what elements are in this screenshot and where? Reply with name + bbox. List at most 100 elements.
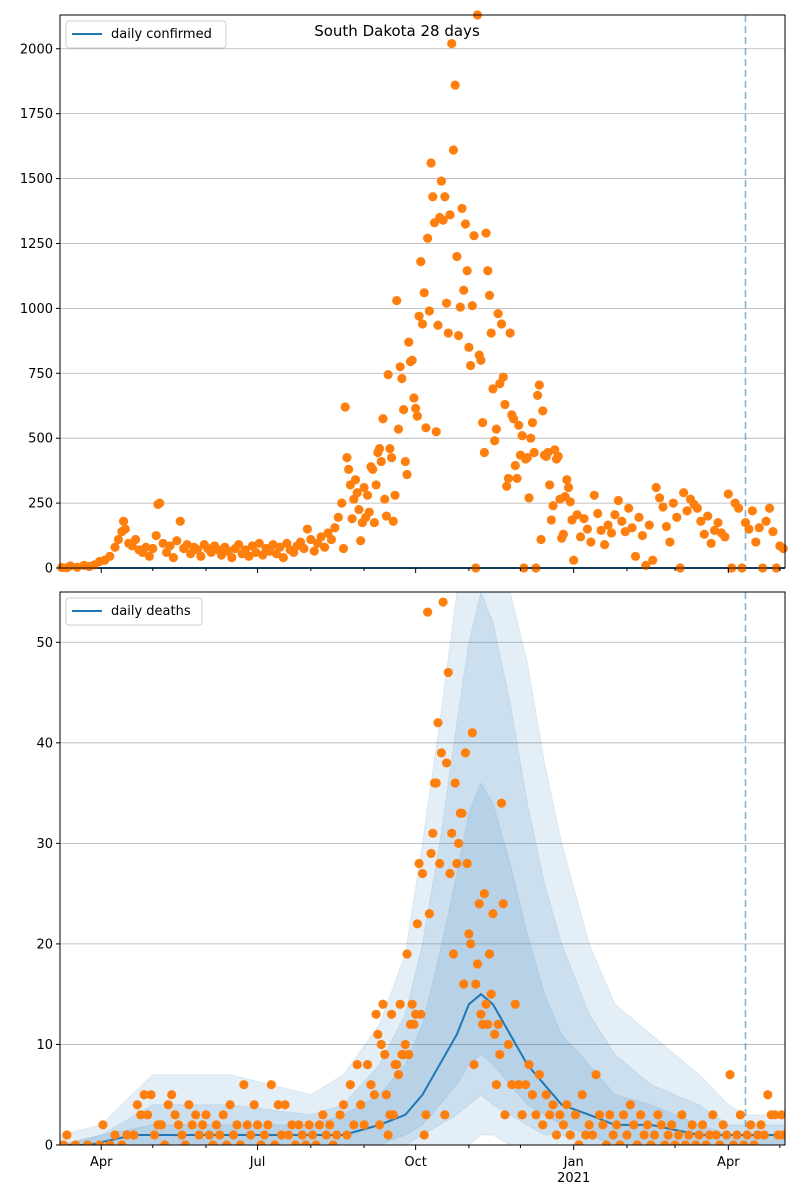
- deaths-point: [565, 1130, 575, 1140]
- deaths-point: [433, 718, 443, 728]
- deaths-point: [524, 1059, 534, 1070]
- confirmed-point: [368, 464, 378, 474]
- confirmed-point: [514, 420, 524, 430]
- top-x-ticks: [100, 568, 781, 573]
- confirmed-point: [462, 266, 472, 276]
- deaths-point: [759, 1130, 769, 1140]
- deaths-point: [739, 1140, 749, 1145]
- confirmed-point: [696, 516, 706, 526]
- deaths-point: [117, 1140, 127, 1145]
- top-y-ticks: 0 250 500 750 1000 1250 1500 1750 2000: [20, 42, 60, 577]
- bottom-x-ticks: Apr Jul Oct Jan Apr 2021: [90, 1145, 781, 1186]
- deaths-point: [514, 1080, 524, 1090]
- confirmed-point: [496, 319, 507, 329]
- confirmed-point: [417, 319, 428, 329]
- confirmed-point: [130, 534, 141, 545]
- deaths-point: [400, 1039, 410, 1050]
- deaths-point: [249, 1100, 259, 1110]
- confirmed-point: [565, 497, 575, 507]
- confirmed-point: [562, 475, 572, 485]
- confirmed-point: [481, 228, 491, 238]
- deaths-point: [448, 949, 459, 959]
- deaths-point: [419, 1130, 429, 1140]
- confirmed-point: [476, 355, 486, 365]
- confirmed-point: [340, 402, 350, 412]
- bottom-series-layer: [60, 592, 785, 1145]
- confirmed-point: [508, 414, 519, 424]
- deaths-point: [498, 899, 508, 909]
- bottom-axes-frame: [59, 591, 786, 1146]
- confirmed-point: [381, 511, 392, 521]
- confirmed-point: [648, 555, 658, 565]
- deaths-point: [366, 1080, 376, 1090]
- deaths-point: [129, 1130, 139, 1140]
- confirmed-point: [306, 534, 316, 545]
- deaths-point: [381, 1090, 392, 1100]
- confirmed-point: [450, 80, 460, 90]
- deaths-point: [541, 1090, 551, 1100]
- deaths-point: [352, 1059, 362, 1070]
- deaths-point: [409, 1019, 419, 1029]
- deaths-point: [555, 1110, 565, 1120]
- top-y-tick-label: 500: [28, 432, 53, 447]
- confirmed-point: [409, 393, 419, 403]
- confirmed-point: [333, 512, 343, 522]
- confirmed-point: [500, 399, 510, 410]
- deaths-point: [746, 1120, 756, 1130]
- deaths-point: [752, 1130, 763, 1140]
- deaths-point: [246, 1130, 256, 1140]
- bottom-legend-label: daily deaths: [111, 604, 191, 619]
- deaths-point: [474, 899, 484, 909]
- deaths-point: [460, 748, 471, 758]
- confirmed-point: [113, 534, 124, 545]
- deaths-point: [697, 1120, 708, 1130]
- confirmed-point: [538, 406, 548, 416]
- deaths-point: [191, 1110, 201, 1120]
- confirmed-point: [378, 414, 388, 424]
- deaths-point: [608, 1130, 618, 1140]
- deaths-point: [440, 1110, 450, 1120]
- confirmed-point: [603, 520, 613, 530]
- deaths-point: [297, 1130, 307, 1140]
- deaths-point: [270, 1140, 280, 1145]
- top-y-tick-label: 1250: [20, 237, 53, 252]
- deaths-point: [545, 1110, 555, 1120]
- deaths-point: [314, 1120, 325, 1130]
- deaths-point: [558, 1120, 568, 1130]
- confirmed-point: [558, 529, 568, 539]
- deaths-point: [445, 868, 455, 879]
- confirmed-point: [438, 215, 448, 225]
- confirmed-point: [216, 550, 227, 560]
- confirmed-point: [747, 506, 757, 516]
- deaths-point: [770, 1110, 780, 1120]
- confirmed-point: [390, 490, 400, 500]
- deaths-point: [618, 1110, 629, 1120]
- deaths-point: [170, 1110, 180, 1120]
- deaths-point: [687, 1120, 697, 1130]
- bottom-y-tick-label: 30: [36, 837, 53, 852]
- deaths-point: [374, 1120, 385, 1130]
- confirmed-point: [486, 328, 496, 338]
- confirmed-point: [503, 473, 514, 484]
- deaths-point: [290, 1140, 300, 1145]
- deaths-point: [369, 1090, 379, 1100]
- deaths-point: [581, 1130, 591, 1140]
- deaths-point: [311, 1140, 321, 1145]
- deaths-point: [184, 1100, 194, 1110]
- confirmed-point: [412, 411, 422, 421]
- confirmed-point: [234, 540, 244, 550]
- confirmed-point: [533, 390, 543, 400]
- deaths-point: [259, 1130, 270, 1140]
- top-y-tick-label: 0: [45, 562, 53, 577]
- confirmed-point: [682, 506, 692, 516]
- confirmed-point: [510, 460, 520, 471]
- deaths-point: [211, 1120, 221, 1130]
- confirmed-point: [606, 528, 617, 538]
- confirmed-point: [350, 475, 361, 485]
- confirmed-point: [478, 418, 488, 428]
- deaths-point: [412, 919, 422, 929]
- deaths-point: [636, 1110, 646, 1120]
- deaths-point: [338, 1100, 349, 1110]
- deaths-point: [187, 1120, 197, 1130]
- x-tick-label: Jan: [563, 1155, 584, 1170]
